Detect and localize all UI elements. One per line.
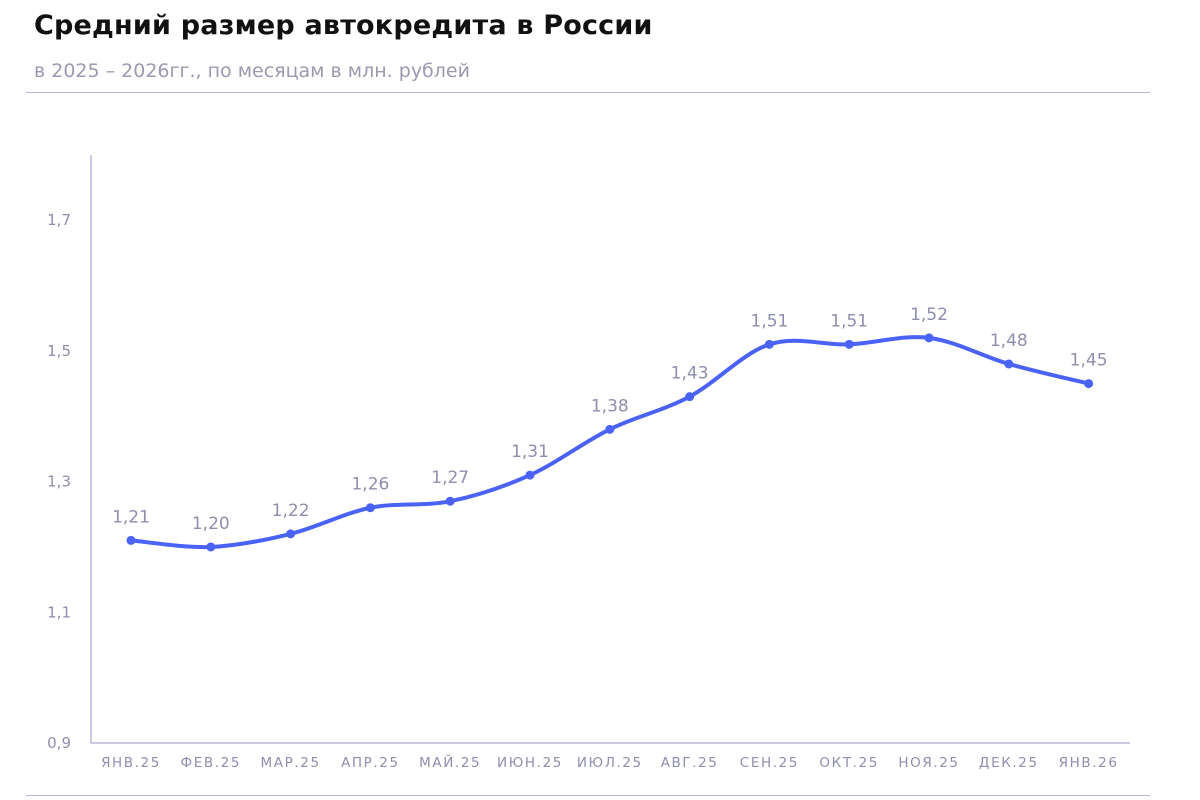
data-point <box>924 333 934 343</box>
data-point <box>685 392 695 402</box>
header-divider <box>26 92 1150 93</box>
data-point <box>844 339 854 349</box>
y-tick-label: 0,9 <box>47 734 71 752</box>
x-tick-label: АВГ.25 <box>661 755 719 771</box>
y-tick-label: 1,5 <box>47 342 71 360</box>
data-label: 1,52 <box>910 305 948 325</box>
chart-subtitle: в 2025 – 2026гг., по месяцам в млн. рубл… <box>34 60 470 82</box>
x-tick-label: ЯНВ.26 <box>1059 755 1119 771</box>
data-point <box>605 424 615 434</box>
y-axis-ticks: 0,9 1,1 1,3 1,5 1,7 <box>47 211 71 752</box>
data-point <box>1004 359 1014 369</box>
footer-divider <box>26 795 1150 796</box>
x-tick-label: ФЕВ.25 <box>181 755 241 771</box>
data-label: 1,45 <box>1070 351 1108 371</box>
data-label: 1,48 <box>990 331 1028 351</box>
y-tick-label: 1,3 <box>47 473 71 491</box>
data-point <box>764 339 774 349</box>
y-tick-label: 1,7 <box>47 211 71 229</box>
data-points <box>126 333 1094 552</box>
data-labels: 1,21 1,20 1,22 1,26 1,27 1,31 1,38 1,43 1,51 1,51… <box>112 305 1107 534</box>
data-label: 1,38 <box>591 396 629 416</box>
x-tick-label: ИЮЛ.25 <box>577 755 643 771</box>
data-point <box>286 529 296 539</box>
data-label: 1,43 <box>671 364 709 384</box>
data-label: 1,51 <box>750 311 788 331</box>
data-label: 1,51 <box>830 311 868 331</box>
data-point <box>525 470 535 480</box>
data-label: 1,27 <box>431 468 469 488</box>
data-point <box>445 496 455 506</box>
x-tick-label: МАР.25 <box>261 755 321 771</box>
x-tick-label: НОЯ.25 <box>898 755 959 771</box>
data-point <box>206 542 216 552</box>
data-point <box>126 535 136 545</box>
x-tick-label: ОКТ.25 <box>819 755 879 771</box>
chart-title: Средний размер автокредита в России <box>34 10 653 41</box>
x-tick-label: МАЙ.25 <box>419 753 481 771</box>
data-label: 1,31 <box>511 442 549 462</box>
data-point <box>365 503 375 513</box>
data-label: 1,21 <box>112 507 150 527</box>
data-point <box>1084 379 1094 389</box>
x-axis-ticks: ЯНВ.25 ФЕВ.25 МАР.25 АПР.25 МАЙ.25 ИЮН.25 ИЮЛ.… <box>101 753 1119 771</box>
data-label: 1,22 <box>272 501 310 521</box>
x-tick-label: ЯНВ.25 <box>101 755 161 771</box>
x-tick-label: СЕН.25 <box>740 755 799 771</box>
x-tick-label: АПР.25 <box>341 755 400 771</box>
x-tick-label: ДЕК.25 <box>979 755 1039 771</box>
data-label: 1,26 <box>351 475 389 495</box>
x-tick-label: ИЮН.25 <box>497 755 563 771</box>
y-tick-label: 1,1 <box>47 603 71 621</box>
data-label: 1,20 <box>192 514 230 534</box>
